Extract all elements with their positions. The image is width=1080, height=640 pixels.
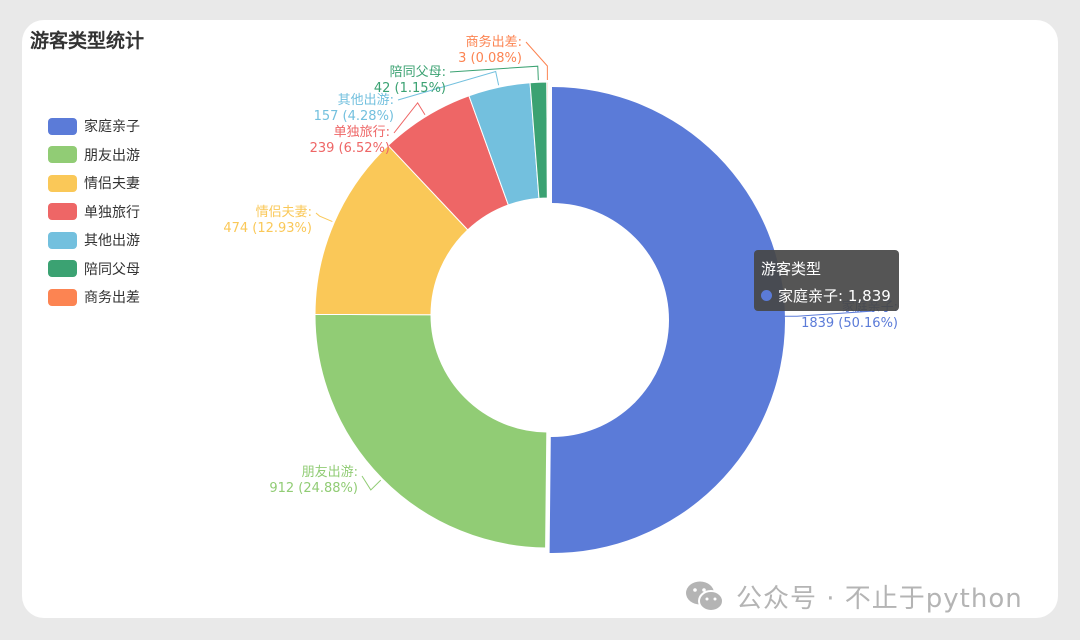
data-label-value: 42 (1.15%) [374, 81, 446, 96]
tooltip-title: 游客类型 [761, 260, 822, 278]
label-leader-line [449, 65, 539, 81]
donut-chart: 家庭亲子: 1839 (50.16%) 朋友出游:912 (24.88%) 情侣夫妻:… [223, 34, 898, 553]
legend-item[interactable]: 朋友出游 [48, 141, 140, 170]
tooltip-row: 家庭亲子: 1,839 [761, 285, 899, 306]
data-label-value: 239 (6.52%) [310, 141, 390, 156]
label-leader-line [361, 475, 382, 491]
tooltip-marker [761, 290, 772, 301]
data-label-value: 157 (4.28%) [314, 109, 394, 124]
legend-label: 情侣夫妻 [84, 176, 140, 193]
legend-item[interactable]: 情侣夫妻 [48, 169, 140, 198]
wechat-icon [686, 581, 724, 612]
legend-item[interactable]: 单独旅行 [48, 198, 140, 227]
data-label-name: 朋友出游: [302, 464, 358, 480]
data-label-value: 1839 (50.16%) [801, 316, 898, 331]
data-label-value: 3 (0.08%) [458, 51, 522, 66]
legend-swatch [48, 260, 77, 278]
legend-item[interactable]: 陪同父母 [48, 255, 140, 284]
legend-item[interactable]: 其他出游 [48, 226, 140, 255]
pie-slice[interactable] [549, 87, 786, 553]
legend-label: 朋友出游 [84, 147, 140, 164]
label-leader-line [782, 310, 875, 317]
pie-slice[interactable] [314, 313, 548, 549]
data-label-name: 情侣夫妻: [256, 205, 312, 220]
pie-slice[interactable] [546, 81, 549, 199]
chart-title: 游客类型统计 [30, 30, 145, 52]
label-leader-line [315, 212, 333, 223]
label-leader-line [397, 70, 500, 101]
legend-label: 商务出差 [84, 290, 140, 307]
data-label-name: 商务出差: [466, 34, 522, 50]
legend-label: 单独旅行 [84, 204, 140, 221]
data-label-name: 单独旅行: [334, 125, 390, 140]
label-leader-line [393, 101, 426, 134]
legend-swatch [48, 117, 77, 135]
legend-swatch [48, 288, 77, 306]
legend-swatch [48, 231, 77, 249]
tooltip-separator: : [838, 286, 848, 305]
tooltip-category: 家庭亲子 [778, 287, 839, 305]
watermark-text: 公众号 · 不止于python [736, 584, 1023, 614]
data-label-name: 其他出游: [338, 93, 394, 108]
chart-tooltip: 游客类型 家庭亲子: 1,839 [754, 250, 899, 311]
chart-legend: 家庭亲子朋友出游情侣夫妻单独旅行其他出游陪同父母商务出差 [48, 112, 140, 312]
legend-label: 陪同父母 [84, 261, 140, 278]
tooltip-value: 1,839 [847, 286, 891, 305]
legend-swatch [48, 146, 77, 164]
data-label-value: 474 (12.93%) [223, 221, 312, 236]
legend-swatch [48, 203, 77, 221]
watermark: 公众号 · 不止于python [684, 578, 1023, 615]
data-label-name: 陪同父母: [390, 65, 446, 80]
data-label-value: 912 (24.88%) [269, 481, 358, 496]
label-leader-line [525, 41, 548, 81]
legend-item[interactable]: 家庭亲子 [48, 112, 140, 141]
legend-label: 其他出游 [84, 233, 140, 250]
legend-item[interactable]: 商务出差 [48, 283, 140, 312]
legend-swatch [48, 174, 77, 192]
legend-label: 家庭亲子 [84, 119, 140, 136]
